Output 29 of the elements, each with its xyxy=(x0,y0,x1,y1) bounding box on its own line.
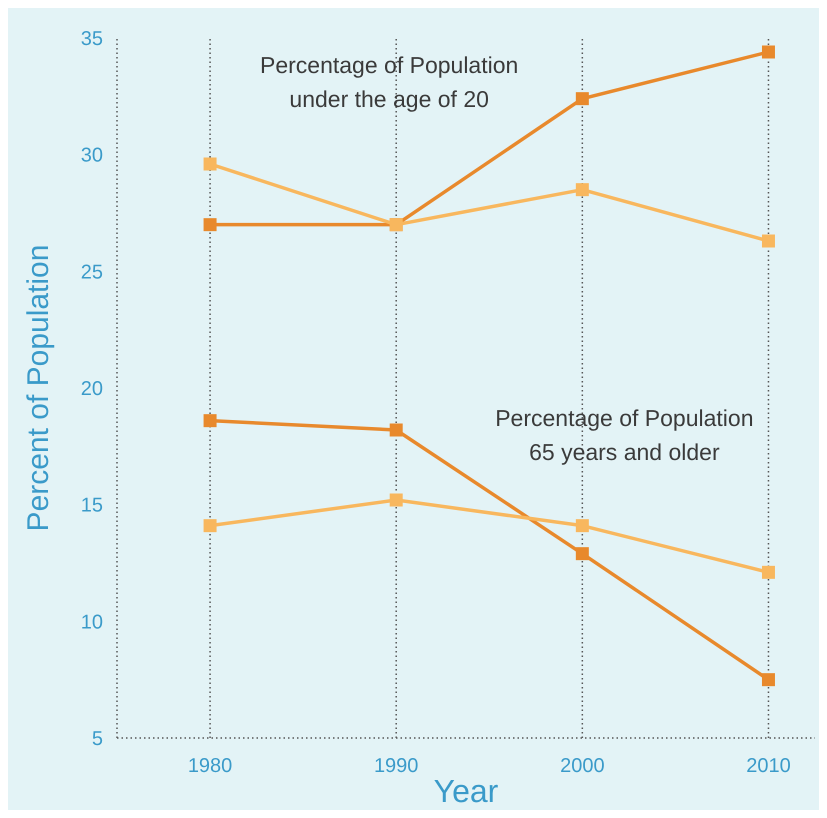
point xyxy=(762,46,775,58)
point xyxy=(204,414,217,428)
annotation: Percentage of Population 65 years and older xyxy=(495,404,754,465)
point xyxy=(576,92,589,106)
y-tick-label: 10 xyxy=(80,611,103,634)
y-axis-title: Percent of Population xyxy=(22,244,55,532)
annotation: Percentage of Population under the age of 20 xyxy=(260,52,518,112)
y-tick-label: 15 xyxy=(80,494,103,517)
x-tick-label: 2000 xyxy=(560,755,605,777)
x-tick-label: 1980 xyxy=(188,755,232,777)
point xyxy=(390,494,403,506)
point xyxy=(576,547,589,560)
point xyxy=(576,519,589,532)
y-tick-label: 25 xyxy=(80,261,103,284)
point xyxy=(204,158,217,170)
x-axis-title: Year xyxy=(434,773,499,809)
point xyxy=(390,424,403,436)
y-tick-label: 30 xyxy=(80,144,103,167)
y-tick-label: 5 xyxy=(92,728,103,750)
point xyxy=(762,673,775,686)
point xyxy=(204,519,217,532)
point xyxy=(762,234,775,248)
point xyxy=(204,218,217,232)
point xyxy=(762,566,775,579)
y-tick-label: 35 xyxy=(80,28,103,50)
point xyxy=(576,183,589,196)
x-tick-label: 2010 xyxy=(746,755,791,777)
y-tick-label: 20 xyxy=(80,378,103,400)
x-tick-label: 1990 xyxy=(374,755,418,777)
